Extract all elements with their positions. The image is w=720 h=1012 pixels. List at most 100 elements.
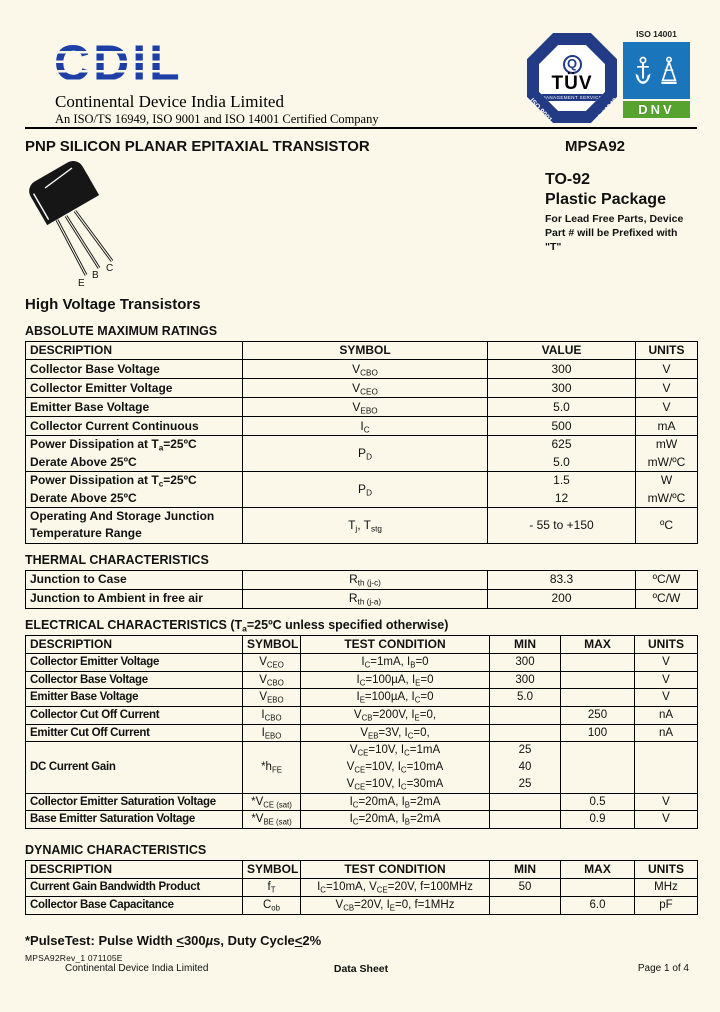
to92-leads (55, 210, 114, 276)
table-cell: 5.0 (487, 397, 636, 418)
col-units: UNITS (634, 859, 698, 880)
table-cell: DC Current Gain (25, 741, 243, 794)
page-footer: Continental Device India Limited Data Sh… (25, 963, 697, 975)
table-cell: Operating And Storage Junction Temperatur… (25, 506, 243, 544)
table-cell (560, 670, 635, 690)
table-cell (560, 653, 635, 672)
table-cell: Collector Emitter Voltage (25, 653, 243, 672)
col-max: MAX (560, 634, 635, 655)
abs-max-table: DESCRIPTION SYMBOL VALUE UNITS Collector… (25, 340, 698, 544)
dnv-badge: ISO 14001 DNV (623, 29, 690, 118)
revision-code: MPSA92Rev_1 071105E (25, 952, 123, 963)
table-cell: 300 (487, 378, 636, 399)
table-cell: ºC/W (635, 588, 698, 609)
col-units: UNITS (635, 340, 698, 361)
table-cell: *hFE (242, 741, 301, 794)
table-cell: 625 5.0 (487, 435, 636, 473)
table-row: Collector Current Continuous IC 500 mA (25, 416, 698, 437)
page-title: PNP SILICON PLANAR EPITAXIAL TRANSISTOR (25, 138, 370, 155)
col-test-condition: TEST CONDITION (300, 859, 490, 880)
table-row: Power Dissipation at Tc=25ºC Derate Above… (25, 471, 698, 508)
table-cell: PD (242, 471, 488, 508)
table-row: Collector Base Capacitance Cob VCB=20V, IE… (25, 895, 698, 915)
table-cell: Collector Current Continuous (25, 416, 243, 437)
abs-max-heading: ABSOLUTE MAXIMUM RATINGS (25, 324, 218, 338)
table-cell: Collector Base Voltage (25, 670, 243, 690)
package-type: Plastic Package (545, 191, 666, 208)
table-cell: 0.9 (560, 810, 635, 829)
table-cell: Current Gain Bandwidth Product (25, 878, 243, 897)
table-cell: 200 (487, 588, 636, 609)
dnv-emblem (623, 42, 690, 99)
table-cell: ºC/W (635, 569, 698, 590)
table-cell: IC=1mA, IB=0 (300, 653, 490, 672)
table-row: Collector Cut Off Current ICBO VCB=200V, I… (25, 706, 698, 725)
table-cell: Junction to Ambient in free air (25, 588, 243, 609)
table-cell: V (634, 653, 698, 672)
dnv-iso-label: ISO 14001 (636, 29, 677, 39)
table-cell (560, 688, 635, 708)
table-row: Current Gain Bandwidth Product fT IC=10mA,… (25, 878, 698, 897)
table-cell: nA (634, 723, 698, 743)
table-cell: - 55 to +150 (487, 506, 636, 544)
table-cell: 300 (489, 670, 561, 690)
footer-company: Continental Device India Limited (65, 963, 209, 974)
col-description: DESCRIPTION (25, 859, 243, 880)
certification-line: An ISO/TS 16949, ISO 9001 and ISO 14001 … (55, 112, 379, 126)
table-cell: 6.0 (560, 895, 635, 915)
table-cell: 25 40 25 (489, 741, 561, 794)
col-description: DESCRIPTION (25, 340, 243, 361)
table-cell (489, 723, 561, 743)
table-cell: VCBO (242, 670, 301, 690)
part-number: MPSA92 (565, 138, 626, 155)
table-cell: Tj, Tstg (242, 506, 488, 544)
table-cell: Collector Cut Off Current (25, 706, 243, 725)
package-info: TO-92 Plastic Package For Lead Free Part… (545, 170, 710, 255)
tuv-subtitle: MANAGEMENT SERVICE (539, 93, 605, 101)
table-cell: IC=20mA, IB=2mA (300, 792, 490, 812)
table-header-row: DESCRIPTION SYMBOL VALUE UNITS (25, 340, 698, 361)
pin-label-e: E (78, 278, 85, 288)
family-heading: High Voltage Transistors (25, 296, 201, 313)
table-header-row: DESCRIPTION SYMBOL TEST CONDITION MIN MA… (25, 859, 698, 880)
table-cell: Collector Base Voltage (25, 359, 243, 380)
col-min: MIN (489, 634, 561, 655)
col-symbol: SYMBOL (242, 634, 301, 655)
table-cell: IE=100µA, IC=0 (300, 688, 490, 708)
table-row: Base Emitter Saturation Voltage *VBE (sat… (25, 810, 698, 829)
table-cell: ºC (635, 506, 698, 544)
package-name: TO-92 (545, 171, 591, 188)
table-cell: V (635, 359, 698, 380)
tuv-q-icon: Q (562, 55, 582, 75)
table-cell: 0.5 (560, 792, 635, 812)
table-cell: ICBO (242, 706, 301, 725)
table-cell: Base Emitter Saturation Voltage (25, 810, 243, 829)
electrical-table: DESCRIPTION SYMBOL TEST CONDITION MIN MA… (25, 634, 698, 829)
table-cell (560, 878, 635, 897)
col-units: UNITS (634, 634, 698, 655)
title-row: PNP SILICON PLANAR EPITAXIAL TRANSISTOR … (25, 138, 697, 155)
table-row: Operating And Storage Junction Temperatur… (25, 506, 698, 544)
table-cell: VEBO (242, 688, 301, 708)
table-row: Collector Emitter Voltage VCEO 300 V (25, 378, 698, 399)
pin-label-b: B (92, 270, 99, 281)
table-cell: VEBO (242, 397, 488, 418)
package-note: For Lead Free Parts, Device Part # will … (545, 213, 684, 254)
table-cell: Collector Base Capacitance (25, 895, 243, 915)
table-row: Collector Base Voltage VCBO IC=100µA, IE=0… (25, 670, 698, 690)
table-row: Junction to Case Rth (j-c) 83.3 ºC/W (25, 569, 698, 590)
thermal-heading: THERMAL CHARACTERISTICS (25, 552, 209, 567)
table-cell: 50 (489, 878, 561, 897)
table-cell: Emitter Cut Off Current (25, 723, 243, 743)
table-cell: 250 (560, 706, 635, 725)
table-cell: VEB=3V, IC=0, (300, 723, 490, 743)
tuv-inner: Q TÜV MANAGEMENT SERVICE (539, 45, 605, 111)
content-column: High Voltage Transistors ABSOLUTE MAXIMU… (25, 296, 698, 963)
table-cell: V (634, 688, 698, 708)
col-test-condition: TEST CONDITION (300, 634, 490, 655)
col-max: MAX (560, 859, 635, 880)
table-cell: VCEO (242, 378, 488, 399)
table-cell: Rth (j-a) (242, 588, 488, 609)
